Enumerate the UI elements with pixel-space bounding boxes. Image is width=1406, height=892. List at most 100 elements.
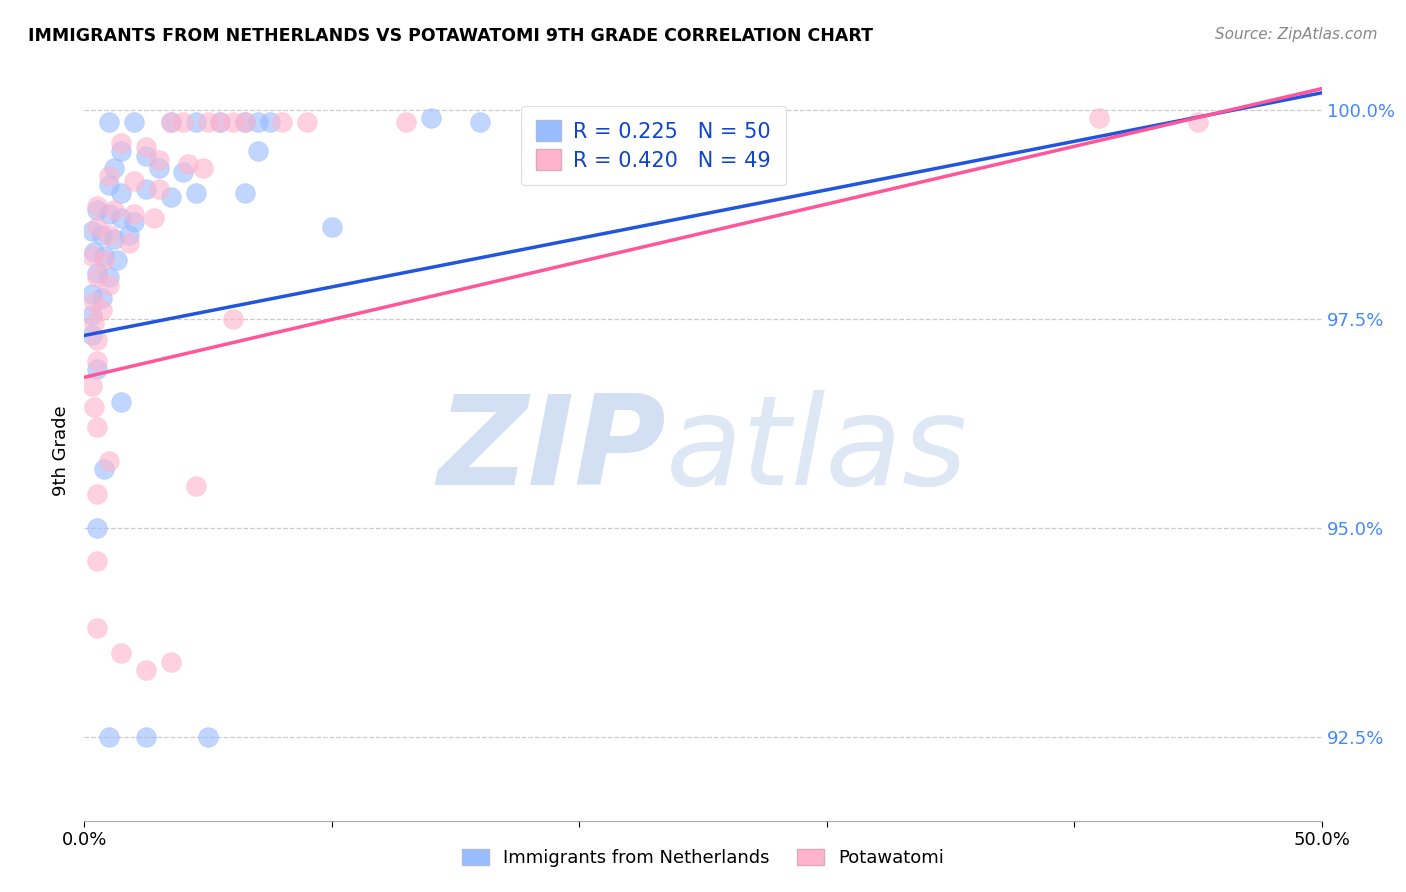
- Point: [98, 269, 121, 284]
- Point: [172, 115, 194, 129]
- Point: [80, 286, 103, 301]
- Point: [470, 115, 492, 129]
- Point: [86, 420, 108, 434]
- Point: [103, 232, 125, 246]
- Point: [86, 521, 108, 535]
- Point: [271, 115, 294, 129]
- Point: [103, 161, 125, 175]
- Point: [160, 655, 183, 669]
- Point: [1088, 111, 1111, 125]
- Point: [98, 228, 121, 243]
- Point: [86, 199, 108, 213]
- Point: [83, 295, 105, 310]
- Point: [148, 182, 170, 196]
- Legend: R = 0.225   N = 50, R = 0.420   N = 49: R = 0.225 N = 50, R = 0.420 N = 49: [522, 105, 786, 186]
- Point: [1187, 115, 1209, 129]
- Point: [233, 115, 256, 129]
- Point: [197, 730, 219, 744]
- Point: [98, 169, 121, 184]
- Point: [160, 115, 183, 129]
- Point: [110, 211, 132, 226]
- Point: [118, 228, 141, 243]
- Point: [197, 115, 219, 129]
- Point: [86, 621, 108, 635]
- Point: [86, 333, 108, 347]
- Point: [184, 479, 207, 493]
- Point: [148, 153, 170, 167]
- Point: [209, 115, 232, 129]
- Point: [122, 174, 145, 188]
- Point: [122, 115, 145, 129]
- Point: [395, 115, 418, 129]
- Point: [80, 249, 103, 263]
- Y-axis label: 9th Grade: 9th Grade: [52, 405, 70, 496]
- Point: [103, 202, 125, 217]
- Point: [142, 211, 165, 226]
- Point: [135, 140, 157, 154]
- Point: [105, 253, 128, 268]
- Point: [86, 266, 108, 280]
- Point: [80, 378, 103, 392]
- Point: [177, 157, 200, 171]
- Point: [93, 462, 115, 476]
- Point: [135, 663, 157, 677]
- Point: [295, 115, 318, 129]
- Point: [122, 207, 145, 221]
- Point: [86, 202, 108, 217]
- Point: [110, 646, 132, 660]
- Point: [83, 400, 105, 414]
- Point: [148, 161, 170, 175]
- Point: [90, 303, 112, 318]
- Point: [184, 115, 207, 129]
- Point: [172, 165, 194, 179]
- Point: [191, 161, 214, 175]
- Point: [246, 145, 269, 159]
- Legend: Immigrants from Netherlands, Potawatomi: Immigrants from Netherlands, Potawatomi: [454, 841, 952, 874]
- Point: [98, 207, 121, 221]
- Point: [98, 730, 121, 744]
- Point: [110, 136, 132, 150]
- Point: [83, 316, 105, 330]
- Point: [321, 219, 343, 234]
- Text: IMMIGRANTS FROM NETHERLANDS VS POTAWATOMI 9TH GRADE CORRELATION CHART: IMMIGRANTS FROM NETHERLANDS VS POTAWATOM…: [28, 27, 873, 45]
- Point: [83, 244, 105, 259]
- Point: [135, 730, 157, 744]
- Point: [209, 115, 232, 129]
- Text: Source: ZipAtlas.com: Source: ZipAtlas.com: [1215, 27, 1378, 42]
- Point: [86, 362, 108, 376]
- Point: [122, 215, 145, 229]
- Point: [86, 219, 108, 234]
- Point: [80, 328, 103, 343]
- Point: [160, 190, 183, 204]
- Point: [233, 186, 256, 201]
- Point: [86, 269, 108, 284]
- Point: [98, 115, 121, 129]
- Point: [118, 236, 141, 251]
- Point: [222, 115, 245, 129]
- Point: [80, 308, 103, 322]
- Point: [110, 186, 132, 201]
- Point: [86, 554, 108, 568]
- Point: [233, 115, 256, 129]
- Point: [160, 115, 183, 129]
- Point: [184, 186, 207, 201]
- Point: [86, 353, 108, 368]
- Text: atlas: atlas: [666, 390, 967, 511]
- Point: [98, 178, 121, 192]
- Text: ZIP: ZIP: [437, 390, 666, 511]
- Point: [98, 278, 121, 293]
- Point: [135, 148, 157, 162]
- Point: [86, 487, 108, 501]
- Point: [246, 115, 269, 129]
- Point: [90, 291, 112, 305]
- Point: [110, 395, 132, 409]
- Point: [98, 454, 121, 468]
- Point: [259, 115, 281, 129]
- Point: [222, 311, 245, 326]
- Point: [93, 253, 115, 268]
- Point: [90, 228, 112, 243]
- Point: [80, 224, 103, 238]
- Point: [93, 249, 115, 263]
- Point: [110, 145, 132, 159]
- Point: [135, 182, 157, 196]
